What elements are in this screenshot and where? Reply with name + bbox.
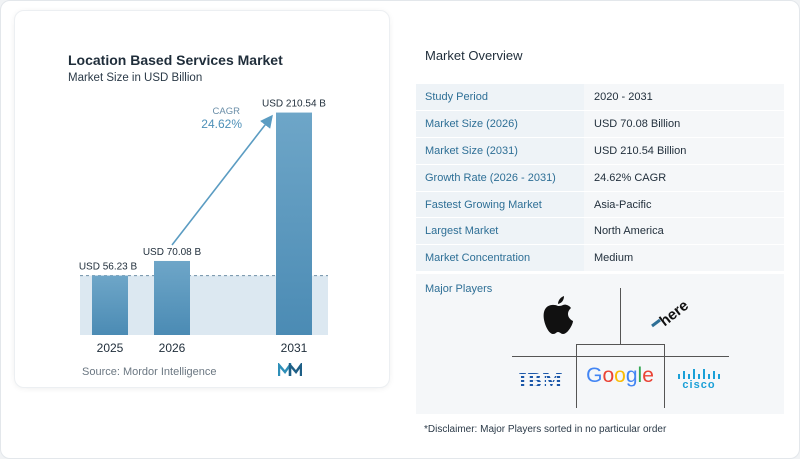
overview-value: North America bbox=[584, 217, 784, 246]
grid-divider bbox=[620, 288, 621, 344]
grid-divider bbox=[664, 344, 665, 408]
grid-divider bbox=[576, 344, 577, 408]
players-title: Major Players bbox=[425, 283, 493, 295]
overview-value: Medium bbox=[584, 244, 784, 273]
bar-2031 bbox=[276, 112, 312, 336]
x-tick-label: 2026 bbox=[159, 341, 186, 355]
overview-value: USD 70.08 Billion bbox=[584, 110, 784, 139]
overview-value: Asia-Pacific bbox=[584, 191, 784, 219]
source-text: Source: Mordor Intelligence bbox=[82, 366, 217, 378]
bar-chart: USD 56.23 B 2025 USD 70.08 B 2026 USD 210.54… bbox=[79, 99, 328, 355]
google-logo-text: Google bbox=[586, 364, 654, 388]
ibm-logo-text: IBM bbox=[518, 367, 564, 392]
overview-row: Largest Market North America bbox=[416, 217, 784, 246]
overview-row: Market Size (2031) USD 210.54 Billion bbox=[416, 137, 784, 165]
disclaimer-text: *Disclaimer: Major Players sorted in no … bbox=[424, 424, 667, 435]
overview-key: Market Concentration bbox=[416, 244, 584, 273]
bar-2025 bbox=[92, 275, 128, 335]
cagr-arrow bbox=[171, 114, 273, 246]
data-label: USD 70.08 B bbox=[143, 247, 202, 258]
google-letter: e bbox=[642, 364, 654, 387]
overview-row: Market Concentration Medium bbox=[416, 244, 784, 273]
here-logo: here bbox=[648, 294, 694, 334]
overview-key: Growth Rate (2026 - 2031) bbox=[416, 164, 584, 192]
cisco-logo-text: cisco bbox=[682, 379, 716, 391]
overview-row: Growth Rate (2026 - 2031) 24.62% CAGR bbox=[416, 164, 784, 192]
overview-value: USD 210.54 Billion bbox=[584, 137, 784, 165]
overview-key: Study Period bbox=[416, 84, 584, 112]
here-logo-text: here bbox=[656, 297, 691, 330]
apple-logo bbox=[538, 292, 578, 338]
cagr-label: CAGR bbox=[213, 106, 241, 117]
overview-title: Market Overview bbox=[425, 48, 523, 63]
google-letter: o bbox=[602, 364, 615, 387]
cisco-logo: cisco bbox=[668, 366, 730, 394]
bar-2026 bbox=[154, 260, 190, 335]
mordor-intelligence-logo bbox=[277, 361, 303, 382]
overview-row: Market Size (2026) USD 70.08 Billion bbox=[416, 110, 784, 139]
overview-row: Study Period 2020 - 2031 bbox=[416, 84, 784, 112]
google-letter: o bbox=[614, 364, 626, 387]
grid-divider bbox=[576, 344, 664, 345]
overview-key: Market Size (2026) bbox=[416, 110, 584, 139]
data-label: USD 56.23 B bbox=[79, 262, 138, 273]
overview-key: Market Size (2031) bbox=[416, 137, 584, 165]
overview-value: 24.62% CAGR bbox=[584, 164, 784, 192]
ibm-logo: IBM bbox=[512, 364, 570, 396]
chart-subtitle: Market Size in USD Billion bbox=[68, 72, 203, 84]
google-letter: g bbox=[625, 364, 638, 387]
x-tick-label: 2031 bbox=[281, 341, 308, 355]
x-tick-label: 2025 bbox=[97, 341, 124, 355]
overview-key: Largest Market bbox=[416, 217, 584, 246]
data-label: USD 210.54 B bbox=[262, 99, 326, 110]
google-letter: l bbox=[637, 364, 643, 387]
overview-row: Fastest Growing Market Asia-Pacific bbox=[416, 191, 784, 219]
grid-divider bbox=[512, 356, 729, 357]
google-logo: Google bbox=[580, 360, 660, 392]
overview-key: Fastest Growing Market bbox=[416, 191, 584, 219]
chart-title: Location Based Services Market bbox=[68, 52, 283, 68]
overview-value: 2020 - 2031 bbox=[584, 84, 784, 112]
overview-table: Study Period 2020 - 2031 Market Size (2026… bbox=[416, 84, 784, 273]
google-letter: G bbox=[586, 364, 603, 387]
cagr-value: 24.62% bbox=[201, 117, 242, 131]
